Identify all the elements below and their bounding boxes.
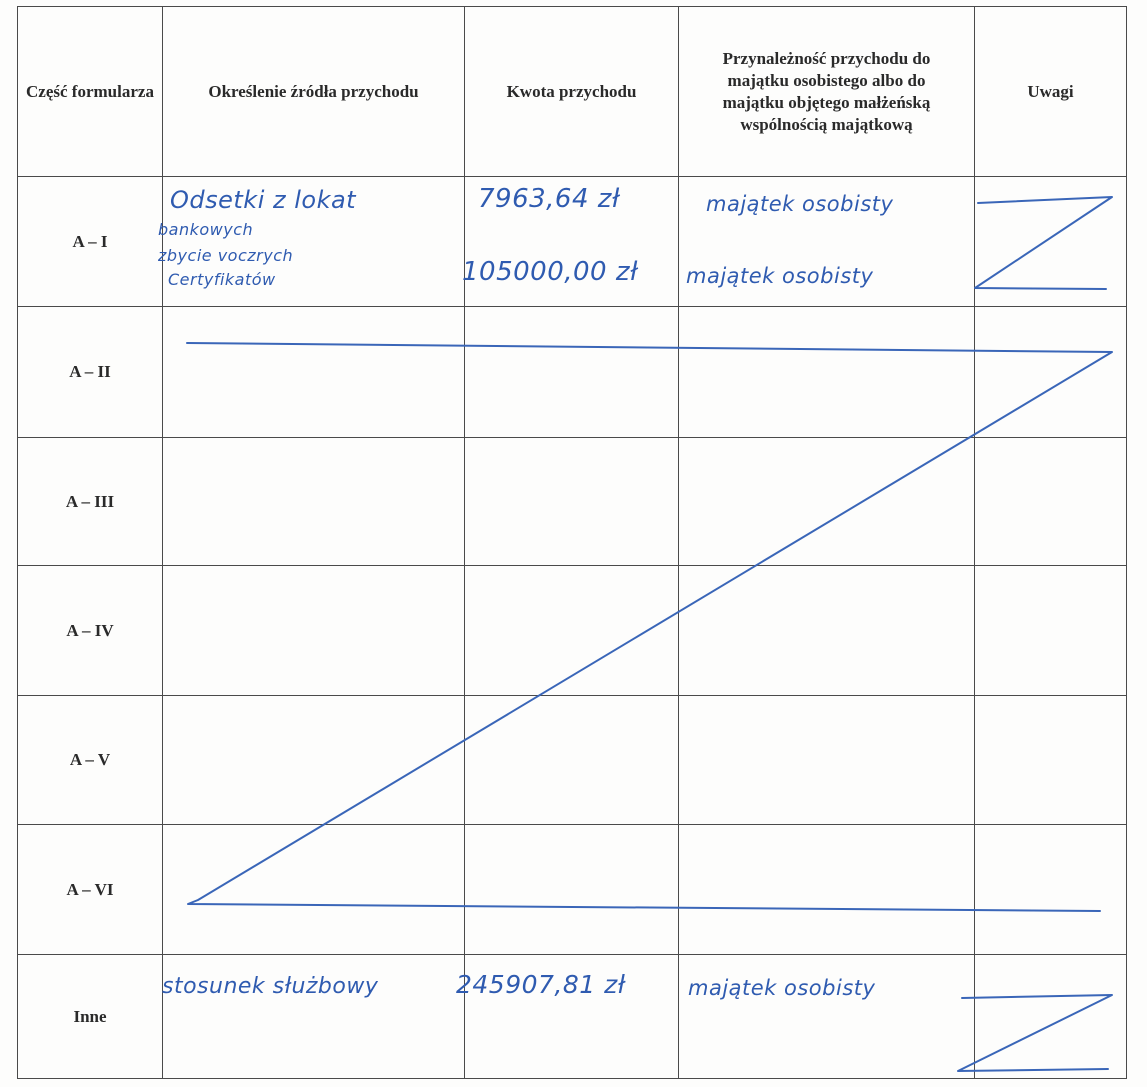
inne-amount: 245907,81 zł [456,970,626,999]
row-label-a5: A – V [17,695,163,825]
table-row: Inne [17,954,1127,1079]
inne-ownership-cell [678,954,975,1079]
table-row: A – V [17,695,1127,825]
row-label-a2: A – II [17,306,163,438]
row-label-a4: A – IV [17,565,163,696]
table-row: A – III [17,437,1127,566]
inne-amount-cell [464,954,679,1079]
table-row: A – IV [17,565,1127,696]
header-part: Część formularza [17,6,163,177]
table-row: A – VI [17,824,1127,955]
a1-source-line-3: zbycie voczrych [158,246,294,265]
header-row: Część formularza Określenie źródła przyc… [17,6,1127,177]
header-source: Określenie źródła przychodu [162,6,465,177]
a1-ownership-1: majątek osobisty [706,192,894,216]
row-label-a3: A – III [17,437,163,566]
a1-amount-2: 105000,00 zł [462,257,638,287]
header-ownership: Przynależność przychodu do majątku osobi… [678,6,975,177]
a1-ownership-cell [678,176,975,307]
a1-source-line-1: Odsetki z lokat [170,186,357,214]
a1-source-line-4: Certyfikatów [168,270,276,289]
a1-amount-1: 7963,64 zł [478,184,620,214]
inne-source-cell [162,954,465,1079]
a1-source-line-2: bankowych [158,220,254,239]
a1-remarks-cell [974,176,1127,307]
a1-ownership-2: majątek osobisty [686,264,874,288]
header-remarks: Uwagi [974,6,1127,177]
inne-remarks-cell [974,954,1127,1079]
table-row: A – II [17,306,1127,438]
inne-ownership: majątek osobisty [688,976,876,1000]
row-label-inne: Inne [17,954,163,1079]
row-label-a6: A – VI [17,824,163,955]
row-label-a1: A – I [17,176,163,307]
a1-source-cell [162,176,465,307]
header-amount: Kwota przychodu [464,6,679,177]
income-table: Część formularza Określenie źródła przyc… [17,6,1127,1079]
inne-source: stosunek służbowy [162,974,379,999]
